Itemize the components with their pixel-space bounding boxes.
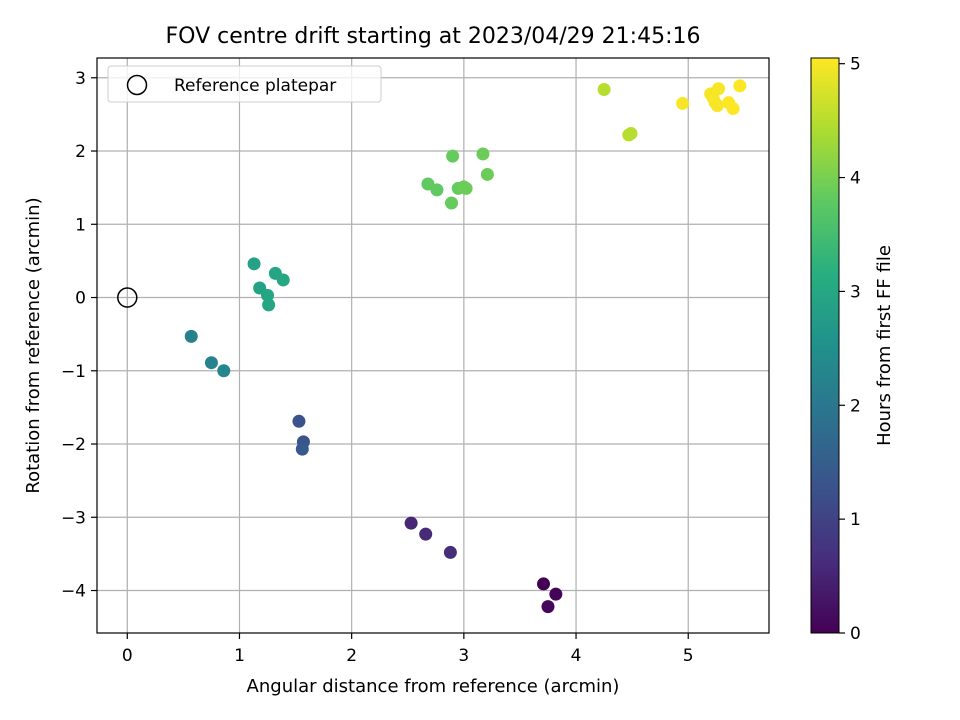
data-points (117, 79, 747, 614)
data-point (676, 96, 690, 110)
y-tick-label: 1 (75, 215, 86, 235)
data-point (541, 600, 555, 614)
plot-frame (96, 57, 770, 634)
y-tick-label: 2 (75, 142, 86, 162)
x-tick-label: 0 (122, 646, 133, 666)
data-point (419, 527, 433, 541)
data-point (445, 196, 459, 210)
data-point (537, 577, 551, 591)
colorbar-tick-label: 0 (850, 624, 861, 644)
x-tick-label: 2 (346, 646, 357, 666)
x-axis-label: Angular distance from reference (arcmin) (247, 676, 620, 697)
y-tick-label: −1 (61, 362, 86, 382)
axis-ticks: 0 1 2 3 4 5 −4 −3 −2 −1 0 1 2 3 (61, 69, 694, 666)
data-point (204, 356, 218, 370)
y-tick-label: −2 (61, 435, 86, 455)
data-point (292, 414, 306, 428)
legend-box (107, 65, 382, 103)
chart-title: FOV centre drift starting at 2023/04/29 … (166, 24, 701, 49)
y-tick-label: −3 (61, 508, 86, 528)
data-point (184, 329, 198, 343)
data-point (217, 364, 231, 378)
x-tick-label: 3 (458, 646, 469, 666)
x-tick-label: 4 (571, 646, 582, 666)
data-point (476, 147, 490, 161)
data-point (459, 181, 473, 195)
colorbar-tick-label: 3 (850, 282, 861, 302)
colorbar-tick-label: 5 (850, 55, 861, 75)
legend-label-reference: Reference platepar (174, 76, 336, 96)
reference-platepar-marker (117, 287, 138, 308)
data-point (430, 183, 444, 197)
data-point (247, 257, 261, 271)
colorbar-gradient (810, 57, 840, 634)
data-point (443, 545, 457, 559)
data-point (261, 288, 275, 302)
colorbar-label: Hours from first FF file (874, 245, 895, 446)
data-point (726, 102, 740, 116)
data-point (480, 167, 494, 181)
y-tick-label: −4 (61, 582, 86, 602)
data-point (712, 82, 726, 96)
colorbar: 0 1 2 3 4 5 Hours from first FF file (810, 55, 895, 644)
data-point (597, 82, 611, 96)
data-point (446, 149, 460, 163)
colorbar-ticks: 0 1 2 3 4 5 (839, 55, 861, 644)
data-point (276, 273, 290, 287)
colorbar-tick-label: 1 (850, 510, 861, 530)
data-point (295, 442, 309, 456)
legend: Reference platepar (107, 65, 382, 103)
data-point (262, 298, 276, 312)
grid-lines (97, 58, 769, 633)
x-tick-label: 5 (683, 646, 694, 666)
y-tick-label: 3 (75, 69, 86, 89)
data-point (404, 516, 418, 530)
data-point (549, 587, 563, 601)
colorbar-tick-label: 4 (850, 169, 861, 189)
data-point (710, 99, 724, 113)
data-point (733, 79, 747, 93)
legend-marker-reference (126, 74, 148, 96)
y-tick-label: 0 (75, 289, 86, 309)
x-tick-label: 1 (234, 646, 245, 666)
data-point (624, 126, 638, 140)
y-axis-label: Rotation from reference (arcmin) (23, 197, 44, 493)
colorbar-tick-label: 2 (850, 396, 861, 416)
